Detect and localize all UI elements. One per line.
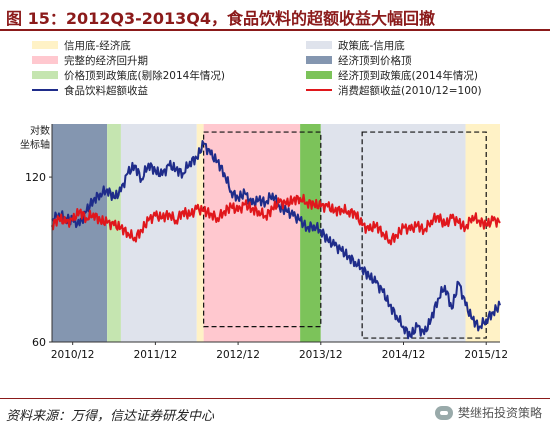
legend-swatch-4 (32, 71, 58, 79)
y-tick-label: 120 (25, 171, 46, 184)
y-axis-unit-label: 对数坐标轴 (20, 124, 50, 151)
legend-swatch-3 (306, 56, 332, 64)
figure-title: 图 15：2012Q3-2013Q4，食品饮料的超额收益大幅回撤 (6, 9, 436, 28)
band-1 (107, 124, 121, 342)
band-5 (300, 124, 321, 342)
source-note: 资料来源：万得，信达证券研发中心 (6, 409, 215, 424)
x-tick-label: 2014/12 (382, 349, 426, 361)
dashed-box-1 (361, 131, 487, 339)
legend-label: 完整的经济回升期 (64, 54, 148, 67)
y-tick-label: 60 (32, 336, 46, 349)
legend-label: 价格顶到政策底(剔除2014年情况) (64, 69, 225, 82)
band-3 (196, 124, 204, 342)
y-axis-unit-label-line2: 坐标轴 (20, 138, 50, 151)
x-tick-label: 2011/12 (134, 349, 178, 361)
highlight-boxes (203, 131, 487, 339)
legend-swatch-0 (32, 41, 58, 49)
legend-swatch-5 (306, 71, 332, 79)
axes: 60 120 2010/12 2011/12 2012/12 2013/12 2014/12… (20, 124, 508, 361)
dashed-box-0 (203, 131, 322, 328)
chart: 60 120 2010/12 2011/12 2012/12 2013/12 2014/12… (20, 39, 508, 361)
legend-label: 消费超额收益(2010/12=100) (338, 84, 482, 97)
title-rule (0, 29, 550, 31)
legend-label: 政策底-信用底 (338, 39, 405, 52)
x-tick-label: 2013/12 (299, 349, 343, 361)
legend-label: 食品饮料超额收益 (64, 84, 148, 97)
footer-rule (0, 398, 550, 399)
x-tick-label: 2012/12 (216, 349, 260, 361)
watermark-text: 樊继拓投资策略 (457, 406, 542, 420)
x-tick-label: 2010/12 (51, 349, 95, 361)
series-lines (51, 140, 501, 340)
background-bands (52, 124, 500, 342)
y-axis-unit-label-line1: 对数 (30, 124, 50, 137)
series-line-1 (51, 193, 501, 246)
legend-label: 经济顶到价格顶 (338, 54, 412, 67)
band-2 (120, 124, 197, 342)
x-tick-label: 2015/12 (464, 349, 508, 361)
band-0 (52, 124, 108, 342)
legend-swatch-1 (306, 41, 332, 49)
legend-label: 经济顶到政策底(2014年情况) (338, 69, 478, 82)
band-4 (203, 124, 301, 342)
wechat-icon (434, 405, 453, 420)
series-line-0 (51, 140, 501, 340)
watermark: 樊继拓投资策略 (434, 404, 542, 421)
band-7 (465, 124, 500, 342)
legend-label: 信用底-经济底 (64, 39, 131, 52)
legend-swatch-2 (32, 56, 58, 64)
